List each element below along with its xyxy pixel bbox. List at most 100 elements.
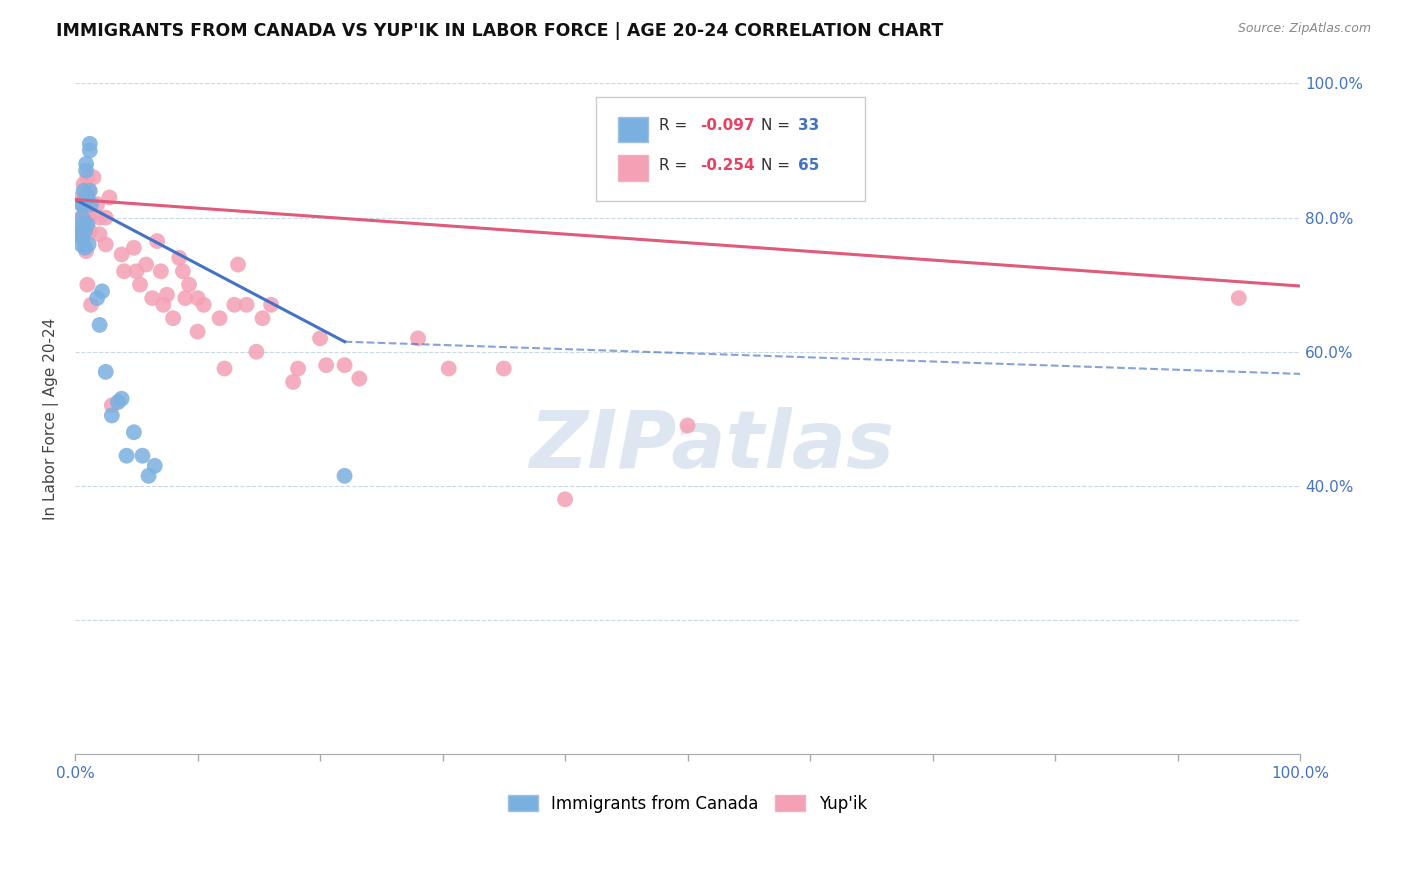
- Point: [235, 298, 257, 312]
- Point: [76, 190, 98, 204]
- Point: [72, 230, 94, 244]
- Point: [86, 197, 108, 211]
- Point: [86, 291, 108, 305]
- Point: [156, 287, 179, 301]
- Point: [287, 361, 309, 376]
- Point: [138, 468, 160, 483]
- Point: [73, 224, 96, 238]
- Point: [70, 211, 93, 225]
- Point: [177, 277, 200, 292]
- Point: [676, 418, 699, 433]
- Text: 65: 65: [797, 158, 820, 173]
- Text: IMMIGRANTS FROM CANADA VS YUP'IK IN LABOR FORCE | AGE 20-24 CORRELATION CHART: IMMIGRANTS FROM CANADA VS YUP'IK IN LABO…: [56, 22, 943, 40]
- Point: [89, 211, 111, 225]
- Point: [333, 468, 356, 483]
- Point: [75, 163, 97, 178]
- Point: [187, 325, 209, 339]
- Point: [224, 298, 246, 312]
- Point: [70, 197, 93, 211]
- Point: [91, 285, 114, 299]
- Point: [406, 331, 429, 345]
- Point: [72, 230, 94, 244]
- Point: [492, 361, 515, 376]
- Point: [77, 237, 100, 252]
- Point: [437, 361, 460, 376]
- Point: [94, 211, 117, 225]
- Point: [72, 197, 94, 211]
- Point: [79, 144, 101, 158]
- Text: N =: N =: [761, 119, 794, 133]
- Point: [89, 318, 111, 332]
- Point: [129, 277, 152, 292]
- Point: [73, 217, 96, 231]
- FancyBboxPatch shape: [596, 97, 865, 201]
- Text: -0.097: -0.097: [700, 119, 754, 133]
- Point: [172, 264, 194, 278]
- Point: [152, 298, 174, 312]
- Point: [146, 234, 169, 248]
- Legend: Immigrants from Canada, Yup'ik: Immigrants from Canada, Yup'ik: [508, 795, 868, 813]
- Point: [79, 224, 101, 238]
- Point: [73, 177, 96, 191]
- Point: [162, 311, 184, 326]
- Point: [193, 298, 215, 312]
- Text: R =: R =: [659, 158, 693, 173]
- Text: R =: R =: [659, 119, 693, 133]
- Point: [252, 311, 274, 326]
- Point: [111, 247, 134, 261]
- Point: [214, 361, 236, 376]
- Point: [260, 298, 283, 312]
- Point: [94, 365, 117, 379]
- Point: [76, 277, 98, 292]
- Text: -0.254: -0.254: [700, 158, 755, 173]
- Point: [174, 291, 197, 305]
- Point: [281, 375, 304, 389]
- Point: [89, 227, 111, 242]
- Point: [73, 224, 96, 238]
- Point: [554, 492, 576, 507]
- Point: [70, 227, 93, 242]
- Point: [73, 224, 96, 238]
- Point: [82, 170, 104, 185]
- Text: 33: 33: [797, 119, 820, 133]
- Point: [122, 241, 145, 255]
- Point: [98, 190, 121, 204]
- Point: [73, 190, 96, 204]
- FancyBboxPatch shape: [617, 155, 648, 181]
- Point: [167, 251, 190, 265]
- Text: N =: N =: [761, 158, 794, 173]
- Point: [111, 392, 134, 406]
- Point: [115, 449, 138, 463]
- Point: [135, 258, 157, 272]
- Point: [309, 331, 332, 345]
- Y-axis label: In Labor Force | Age 20-24: In Labor Force | Age 20-24: [44, 318, 59, 520]
- Point: [122, 425, 145, 440]
- Point: [70, 224, 93, 238]
- Point: [80, 197, 103, 211]
- Point: [101, 409, 124, 423]
- Text: Source: ZipAtlas.com: Source: ZipAtlas.com: [1237, 22, 1371, 36]
- Point: [208, 311, 231, 326]
- Point: [80, 298, 103, 312]
- Point: [73, 241, 96, 255]
- Point: [349, 371, 371, 385]
- Point: [149, 264, 172, 278]
- Point: [112, 264, 135, 278]
- Point: [79, 184, 101, 198]
- Point: [76, 170, 98, 185]
- Point: [107, 395, 129, 409]
- Point: [75, 203, 97, 218]
- Point: [245, 344, 267, 359]
- Point: [131, 449, 153, 463]
- Point: [79, 136, 101, 151]
- Point: [187, 291, 209, 305]
- Point: [101, 398, 124, 412]
- Point: [72, 211, 94, 225]
- Point: [70, 237, 93, 252]
- Point: [125, 264, 148, 278]
- Point: [143, 458, 166, 473]
- Point: [70, 190, 93, 204]
- Point: [76, 217, 98, 231]
- Point: [315, 358, 337, 372]
- FancyBboxPatch shape: [617, 117, 648, 143]
